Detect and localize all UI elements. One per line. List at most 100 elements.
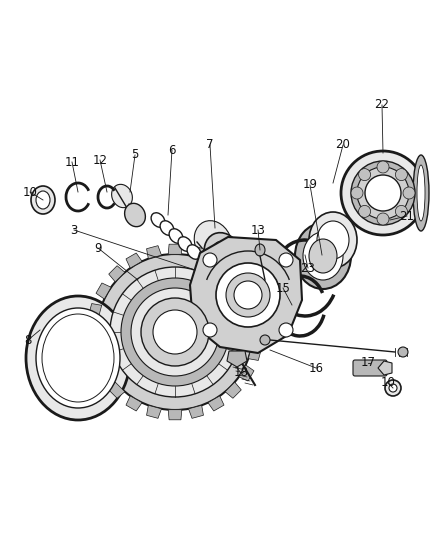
Text: 6: 6: [168, 143, 176, 157]
Circle shape: [203, 323, 217, 337]
Circle shape: [398, 347, 408, 357]
Circle shape: [357, 167, 409, 219]
Circle shape: [279, 253, 293, 267]
Text: 7: 7: [206, 139, 214, 151]
Ellipse shape: [36, 308, 120, 408]
Text: 3: 3: [71, 223, 78, 237]
Polygon shape: [225, 266, 241, 282]
Ellipse shape: [212, 241, 233, 266]
Circle shape: [216, 263, 280, 327]
Circle shape: [131, 288, 219, 376]
Circle shape: [110, 267, 240, 397]
Ellipse shape: [169, 229, 183, 243]
Text: 22: 22: [374, 99, 389, 111]
Polygon shape: [126, 396, 142, 411]
Polygon shape: [96, 283, 111, 299]
Circle shape: [141, 298, 209, 366]
Circle shape: [121, 278, 229, 386]
Polygon shape: [168, 410, 182, 420]
Ellipse shape: [151, 213, 165, 227]
Circle shape: [377, 213, 389, 225]
Text: 5: 5: [131, 149, 139, 161]
Ellipse shape: [187, 245, 201, 259]
Polygon shape: [190, 237, 302, 353]
Ellipse shape: [194, 221, 232, 263]
Ellipse shape: [413, 155, 429, 231]
Circle shape: [351, 161, 415, 225]
Text: 18: 18: [233, 367, 248, 379]
Text: 21: 21: [399, 209, 414, 222]
Polygon shape: [208, 396, 224, 411]
Ellipse shape: [255, 244, 265, 256]
Circle shape: [359, 205, 371, 217]
Text: 23: 23: [300, 262, 315, 274]
Circle shape: [97, 254, 253, 410]
Polygon shape: [88, 345, 102, 360]
Ellipse shape: [31, 186, 55, 214]
Text: 20: 20: [336, 139, 350, 151]
Circle shape: [203, 253, 217, 267]
Polygon shape: [147, 405, 162, 418]
Ellipse shape: [295, 223, 351, 289]
Polygon shape: [126, 253, 142, 268]
Polygon shape: [248, 304, 261, 318]
Polygon shape: [378, 361, 392, 375]
Circle shape: [260, 335, 270, 345]
Circle shape: [389, 384, 397, 392]
Text: 9: 9: [94, 241, 102, 254]
Ellipse shape: [42, 314, 114, 402]
Ellipse shape: [26, 296, 130, 420]
Circle shape: [403, 187, 415, 199]
Text: 11: 11: [64, 156, 80, 168]
Ellipse shape: [112, 184, 132, 208]
Circle shape: [226, 273, 270, 317]
Ellipse shape: [309, 239, 337, 273]
Text: 10: 10: [381, 376, 396, 390]
Polygon shape: [225, 382, 241, 398]
Polygon shape: [248, 345, 261, 360]
Circle shape: [351, 187, 363, 199]
Polygon shape: [188, 405, 203, 418]
Polygon shape: [96, 365, 111, 381]
Polygon shape: [109, 266, 125, 282]
FancyBboxPatch shape: [353, 360, 387, 376]
Ellipse shape: [204, 233, 242, 276]
Circle shape: [341, 151, 425, 235]
Polygon shape: [147, 246, 162, 259]
Text: 19: 19: [303, 179, 318, 191]
Polygon shape: [87, 325, 97, 339]
Text: 17: 17: [360, 357, 375, 369]
Circle shape: [377, 161, 389, 173]
Text: 8: 8: [25, 334, 32, 346]
Circle shape: [153, 310, 197, 354]
Text: 15: 15: [276, 281, 290, 295]
Polygon shape: [88, 304, 102, 318]
Polygon shape: [208, 253, 224, 268]
Circle shape: [396, 168, 407, 181]
Circle shape: [279, 323, 293, 337]
Ellipse shape: [317, 221, 349, 259]
Ellipse shape: [309, 212, 357, 268]
Text: 10: 10: [23, 185, 37, 198]
Circle shape: [359, 168, 371, 181]
Ellipse shape: [417, 165, 425, 221]
Circle shape: [385, 380, 401, 396]
Polygon shape: [227, 351, 247, 367]
Text: 12: 12: [92, 154, 107, 166]
Ellipse shape: [303, 232, 343, 280]
Polygon shape: [239, 283, 254, 299]
Polygon shape: [168, 244, 182, 254]
Polygon shape: [239, 365, 254, 381]
Circle shape: [365, 175, 401, 211]
Text: 16: 16: [308, 361, 324, 375]
Ellipse shape: [160, 221, 174, 235]
Polygon shape: [109, 382, 125, 398]
Ellipse shape: [178, 237, 192, 251]
Ellipse shape: [36, 191, 50, 209]
Circle shape: [396, 205, 407, 217]
Polygon shape: [253, 325, 263, 339]
Ellipse shape: [125, 203, 145, 227]
Polygon shape: [188, 246, 203, 259]
Circle shape: [234, 281, 262, 309]
Text: 13: 13: [251, 223, 265, 237]
